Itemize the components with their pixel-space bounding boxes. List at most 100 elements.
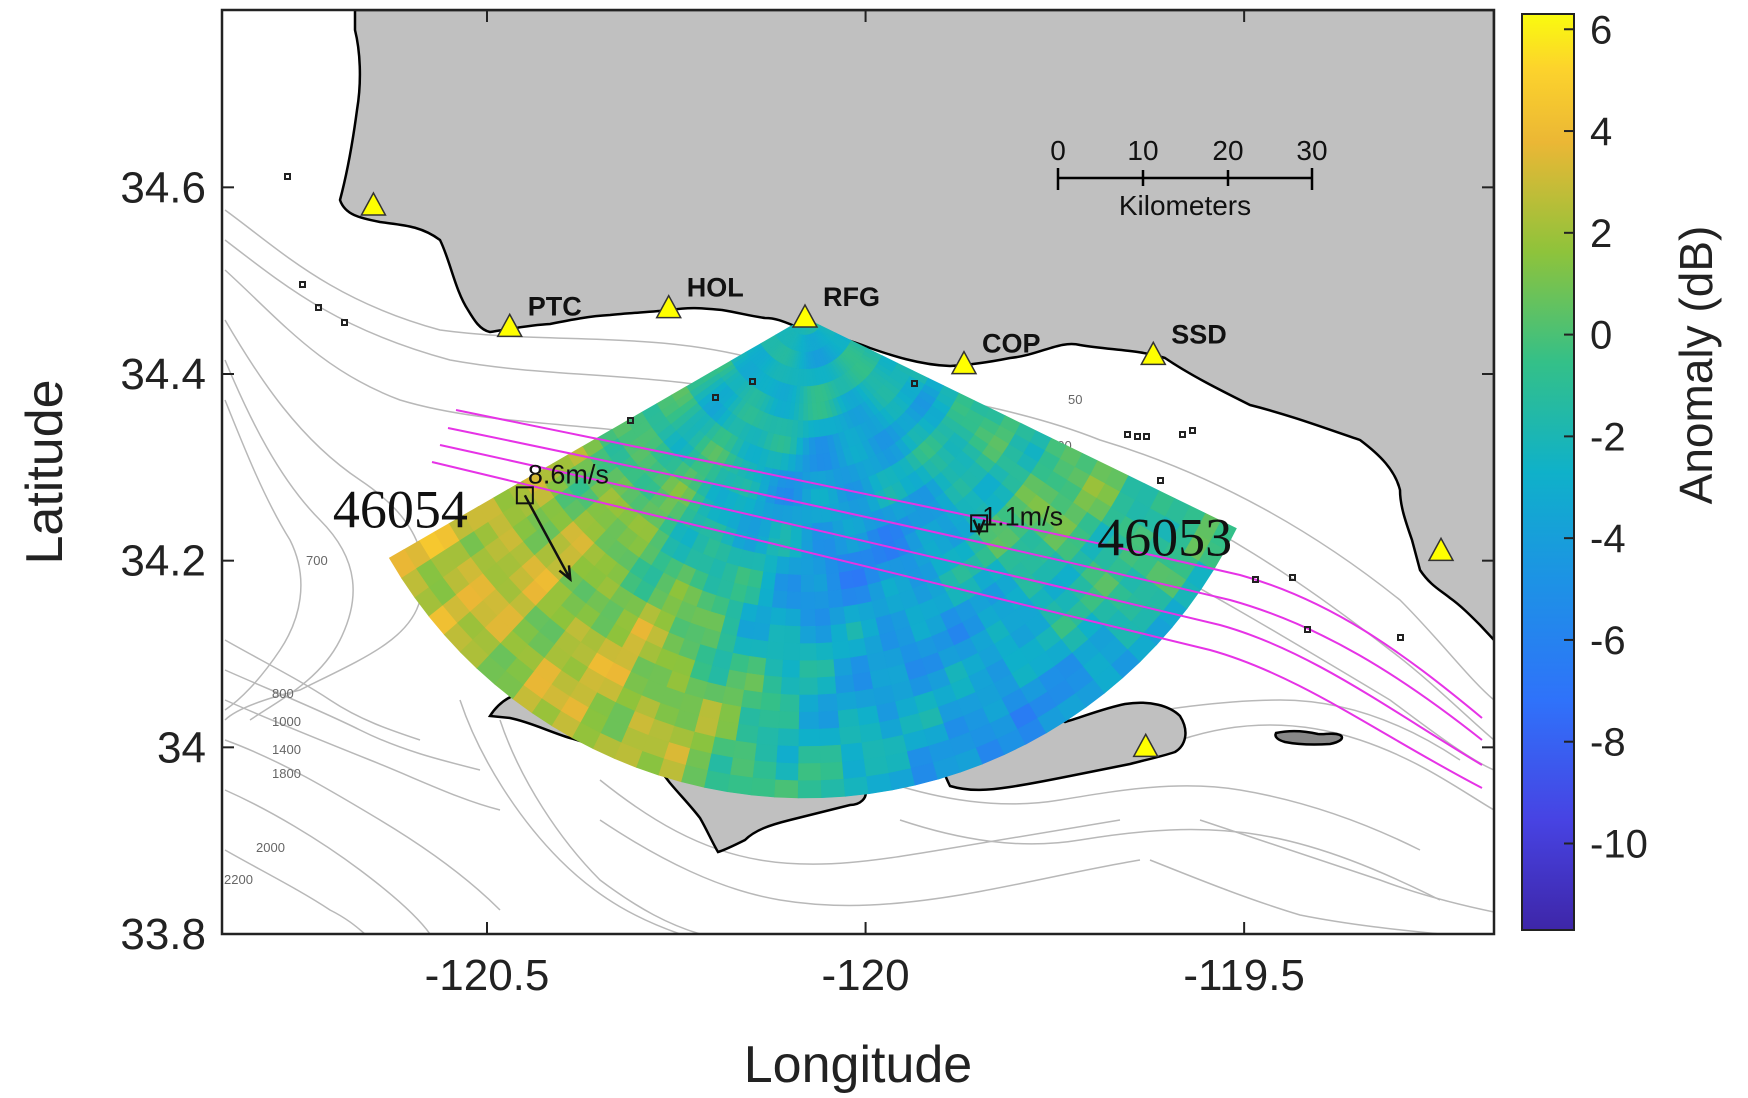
colorbar-tick-label: 6 xyxy=(1590,8,1612,52)
anomaly-cell xyxy=(801,506,813,524)
anomaly-cell xyxy=(798,711,820,730)
station-label: SSD xyxy=(1171,319,1227,349)
scale-tick-label: 20 xyxy=(1212,135,1243,166)
anomaly-cell xyxy=(816,659,836,679)
anomaly-cell xyxy=(829,606,847,626)
anomaly-cell xyxy=(798,746,821,764)
anomaly-cell xyxy=(797,420,804,439)
anomaly-cell xyxy=(746,656,767,677)
station-marker xyxy=(950,350,978,375)
anomaly-cell xyxy=(783,488,795,507)
colorbar-tick-label: 0 xyxy=(1590,314,1612,358)
contour-label: 800 xyxy=(272,686,294,701)
colorbar: 6 4 2 0 -2 -4 -6 -8 -10 Anomaly (dB) xyxy=(1521,8,1722,931)
hf-radar-stations: PTC HOL RFG COP SSD xyxy=(360,191,1455,758)
anomaly-cell xyxy=(811,505,823,524)
anomaly-cell xyxy=(826,572,842,592)
anomaly-cell xyxy=(771,590,788,610)
anomaly-cell xyxy=(792,488,803,507)
anomaly-cell xyxy=(820,778,846,799)
station-marker xyxy=(1132,732,1159,758)
anomaly-cell xyxy=(752,760,778,781)
anomaly-cell xyxy=(730,757,756,779)
anomaly-cell xyxy=(814,608,832,627)
anomaly-cell xyxy=(776,745,800,764)
anomaly-cell xyxy=(781,659,801,679)
anomaly-cell xyxy=(801,557,815,576)
contour-label: 50 xyxy=(1068,392,1082,407)
y-axis: 33.8 34 34.2 34.4 34.6 xyxy=(120,163,1494,959)
anomaly-cell xyxy=(766,641,785,661)
anomaly-cell xyxy=(736,619,756,640)
anomaly-cell xyxy=(819,744,843,764)
anomaly-cell xyxy=(854,688,877,710)
anomaly-cell xyxy=(779,522,793,541)
anomaly-cell xyxy=(830,623,849,643)
anomaly-cell xyxy=(762,675,783,695)
anomaly-cell xyxy=(800,574,815,593)
anomaly-cell xyxy=(735,723,760,745)
anomaly-cell xyxy=(760,692,782,712)
x-axis-title: Longitude xyxy=(744,1036,972,1094)
anomaly-cell xyxy=(852,671,874,693)
anomaly-cell xyxy=(727,774,754,796)
anomaly-cell xyxy=(800,591,816,610)
shipping-lanes xyxy=(431,409,1483,789)
anomaly-cell xyxy=(775,762,799,782)
anomaly-cell xyxy=(802,437,811,456)
scale-bar-title: Kilometers xyxy=(1119,190,1251,221)
scale-bar: 0 10 20 30 Kilometers xyxy=(1050,135,1327,221)
anomaly-cell xyxy=(800,626,817,644)
anomaly-cell xyxy=(818,710,840,730)
anomaly-cell xyxy=(763,554,779,574)
wind-speed-label: 8.6m/s xyxy=(528,459,609,489)
anomaly-cell xyxy=(801,540,814,559)
anomaly-cell xyxy=(732,636,753,657)
anomaly-cell xyxy=(743,672,765,694)
anomaly-cell xyxy=(788,557,802,576)
contour-label: 1000 xyxy=(272,714,301,729)
anomaly-cell xyxy=(815,625,833,644)
anomaly-cell xyxy=(839,725,863,746)
station-marker xyxy=(1427,536,1455,562)
anomaly-cell xyxy=(738,706,762,728)
anomaly-cell xyxy=(866,772,893,795)
anomaly-cell xyxy=(817,693,839,713)
x-tick-label: -119.5 xyxy=(1183,951,1305,1000)
station-marker xyxy=(655,294,682,319)
anomaly-cell xyxy=(850,654,871,676)
anomaly-cell xyxy=(757,588,775,608)
anomaly-cell xyxy=(827,589,845,609)
colorbar-tick-label: -10 xyxy=(1590,822,1648,866)
station-marker xyxy=(360,191,387,216)
anomaly-cell xyxy=(836,691,858,712)
contour-label: 1400 xyxy=(272,742,301,757)
anomaly-cell xyxy=(768,624,786,644)
radar-anomaly-fan xyxy=(388,317,1237,799)
buoy-id-label: 46053 xyxy=(1097,507,1232,567)
anomaly-cell xyxy=(813,573,829,593)
y-tick-label: 34 xyxy=(157,723,206,772)
anomaly-cell xyxy=(787,574,802,593)
anomaly-cell xyxy=(802,454,811,473)
anomaly-cell xyxy=(791,505,803,525)
contour-label: 700 xyxy=(306,553,328,568)
anomaly-cell xyxy=(799,386,805,405)
station-marker xyxy=(496,312,523,338)
contour-label: 1800 xyxy=(272,766,301,781)
anomaly-cell xyxy=(813,556,827,576)
observation-points xyxy=(284,173,1404,641)
scale-tick-label: 30 xyxy=(1296,135,1327,166)
buoy-marker xyxy=(515,486,534,505)
island-anacapa xyxy=(1274,729,1344,746)
anomaly-cell xyxy=(752,622,771,642)
anomaly-cell xyxy=(785,470,796,490)
anomaly-cell xyxy=(817,676,838,696)
anomaly-cell xyxy=(780,676,801,696)
y-tick-label: 34.2 xyxy=(120,537,206,586)
x-tick-label: -120.5 xyxy=(425,951,550,1000)
anomaly-cell xyxy=(765,537,781,557)
plot-frame xyxy=(220,8,1496,936)
scale-tick-label: 10 xyxy=(1127,135,1158,166)
